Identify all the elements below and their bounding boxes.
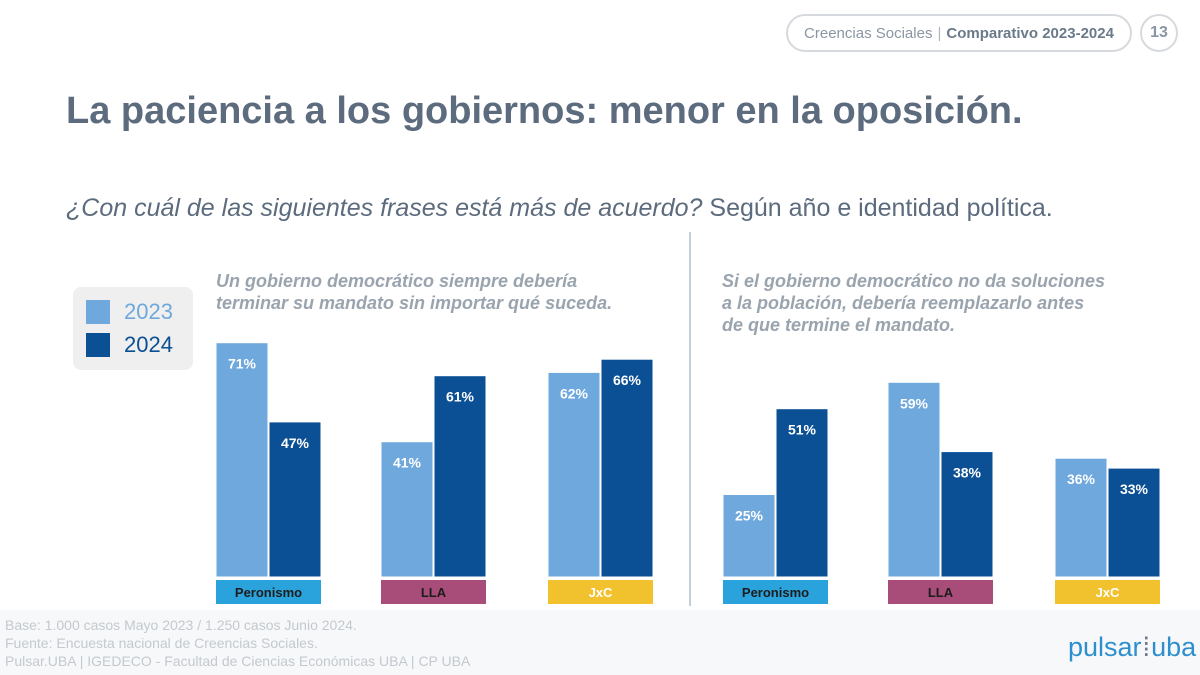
bar [775,408,829,578]
bar [940,451,994,578]
legend-swatch-2023 [86,300,110,324]
legend-item-2024: 2024 [86,332,173,358]
bar-value-label: 71% [228,356,257,372]
bar [722,494,776,578]
bar [215,342,269,578]
category-label: LLA [421,585,447,600]
category-tag [548,580,653,604]
bar [433,375,487,578]
category-label: JxC [589,585,613,600]
legend-item-2023: 2023 [86,299,173,325]
left-statement-line: Un gobierno democrático siempre debería [216,271,578,291]
bar [268,421,322,578]
footnote-credits: Pulsar.UBA | IGEDECO - Facultad de Cienc… [5,653,471,669]
chart-legend: 2023 2024 [73,287,193,370]
category-tag [888,580,993,604]
category-label: LLA [928,585,954,600]
footnote-source: Fuente: Encuesta nacional de Creencias S… [5,635,318,651]
logo-right: uba [1151,632,1197,662]
bar-value-label: 62% [560,385,589,401]
bar-value-label: 41% [393,455,422,471]
right-statement-line: Si el gobierno democrático no da solucio… [722,271,1106,291]
right-statement-line: de que termine el mandato. [722,315,956,335]
bar-value-label: 51% [788,422,817,438]
page-subtitle: ¿Con cuál de las siguientes frases está … [66,194,1053,223]
bar [1107,467,1161,578]
subtitle-question: ¿Con cuál de las siguientes frases está … [66,194,703,222]
bar-value-label: 47% [281,435,310,451]
legend-label-2023: 2023 [124,299,173,324]
left-panel-statement: Un gobierno democrático siempre debería … [216,270,612,314]
bar [887,381,941,578]
section-badge: Creencias Sociales | Comparativo 2023-20… [786,14,1132,52]
category-label: JxC [1096,585,1120,600]
footnote-base: Base: 1.000 casos Mayo 2023 / 1.250 caso… [5,617,357,633]
bar-value-label: 59% [900,395,929,411]
bar [600,358,654,578]
legend-swatch-2024 [86,333,110,357]
footnote: Base: 1.000 casos Mayo 2023 / 1.250 caso… [5,616,470,670]
category-label: Peronismo [235,585,302,600]
bar-value-label: 25% [735,508,764,524]
subtitle-detail: Según año e identidad política. [709,194,1053,222]
bar [547,371,601,578]
bar-value-label: 66% [613,372,642,388]
legend-label-2024: 2024 [124,332,173,357]
category-label: Peronismo [742,585,809,600]
bar [380,441,434,578]
bar-value-label: 61% [446,389,475,405]
right-panel-statement: Si el gobierno democrático no da solucio… [722,270,1105,336]
right-statement-line: a la población, debería reemplazarlo ant… [722,293,1085,313]
bar-value-label: 33% [1120,481,1149,497]
page-number: 13 [1140,14,1178,52]
bar-value-label: 38% [953,465,982,481]
logo-left: pulsar [1068,632,1142,662]
section-separator: | [937,24,942,42]
bar [1054,457,1108,578]
logo-mark-icon: ⁞ [1142,632,1151,662]
bar-value-label: 36% [1067,471,1096,487]
category-tag [381,580,486,604]
page-title: La paciencia a los gobiernos: menor en l… [66,90,1023,132]
panel-divider [689,232,691,606]
pulsar-uba-logo: pulsar⁞uba [1068,632,1196,663]
category-tag [723,580,828,604]
category-tag [216,580,321,604]
category-tag [1055,580,1160,604]
left-statement-line: terminar su mandato sin importar qué suc… [216,293,613,313]
footer-band [0,610,1200,675]
section-label: Creencias Sociales [804,24,933,42]
comparison-label: Comparativo 2023-2024 [946,24,1114,42]
